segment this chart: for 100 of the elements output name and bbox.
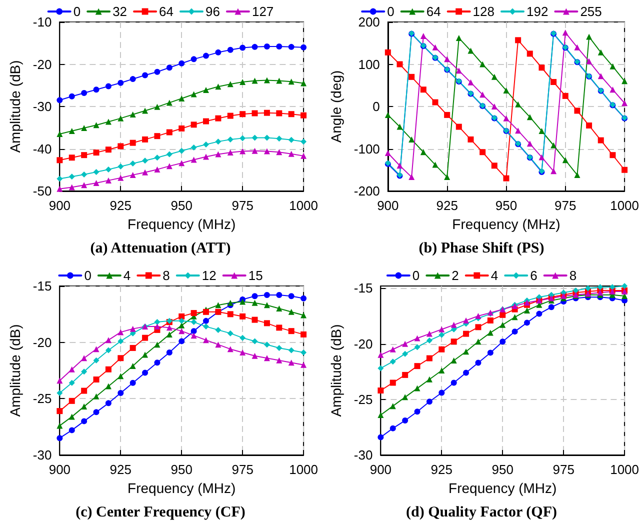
point [252,44,258,50]
point [276,78,282,84]
legend-label: 0 [412,268,420,282]
point [93,408,100,415]
point [276,44,282,50]
point [396,61,403,68]
point [300,112,307,118]
point [203,323,209,330]
point [390,402,396,409]
point [93,150,100,156]
point [81,387,88,394]
y-axis-title: Amplitude (dB) [7,60,23,153]
point [420,86,426,93]
point [609,284,616,290]
point [500,338,506,344]
point [240,111,246,118]
point [203,336,209,343]
point [142,351,148,358]
point [166,324,172,330]
point [56,176,63,182]
point [68,128,75,134]
legend-label: 8 [162,268,170,282]
point [444,56,450,62]
point [240,312,246,319]
point [538,154,545,160]
point [81,152,88,158]
point [56,186,63,192]
x-tick-label: 925 [110,198,132,213]
point [142,108,148,114]
point [227,81,234,88]
point [56,157,63,164]
point [203,142,209,148]
point [118,338,124,344]
point [276,356,282,363]
point [598,137,604,144]
point [408,174,415,180]
point [264,341,270,348]
point [142,158,148,164]
x-tick-label: 1000 [289,198,318,213]
point [178,338,185,344]
x-tick-label: 925 [110,462,132,476]
y-tick-label: -15 [354,280,373,296]
point [598,73,604,80]
point [56,390,63,396]
point [252,316,258,322]
point [300,330,307,337]
point [81,172,88,178]
point [420,32,426,39]
point [288,308,294,314]
point [276,305,282,312]
point [414,408,420,414]
x-tick-label: 900 [48,198,71,213]
y-tick-label: -20 [354,336,373,351]
point [456,35,462,42]
x-tick-label: 1000 [610,198,639,213]
x-tick-label: 975 [554,198,576,213]
point [480,149,486,156]
point [56,377,63,384]
point [190,144,197,150]
point [154,154,160,161]
point [105,336,112,343]
point [456,124,462,130]
point [480,92,486,98]
legend-label: 32 [112,4,128,19]
point [68,93,75,100]
point [480,61,486,68]
point [190,56,197,62]
point [130,160,136,167]
point [118,354,124,361]
point [252,299,258,306]
point [130,172,136,178]
point [264,354,270,361]
point [118,174,124,181]
point [154,68,160,75]
point [190,156,197,163]
point [408,136,415,142]
x-axis-title: Frequency (MHz) [128,216,236,232]
point [426,354,432,361]
legend-label: 192 [526,4,548,19]
point [227,346,234,352]
point [402,394,408,400]
point [252,338,258,344]
point [512,314,518,320]
point [264,292,270,298]
x-tick-label: 1000 [289,462,318,476]
point [536,310,542,316]
point [288,111,294,118]
point [622,282,628,288]
point [105,166,112,172]
point [81,354,88,361]
x-axis-title: Frequency (MHz) [128,479,236,496]
point [240,44,246,51]
point [130,76,136,82]
point [444,174,450,180]
point [252,134,258,141]
point [154,104,160,110]
point [468,48,474,54]
point [190,332,197,338]
y-tick-label: -10 [32,14,52,30]
point [68,397,75,404]
